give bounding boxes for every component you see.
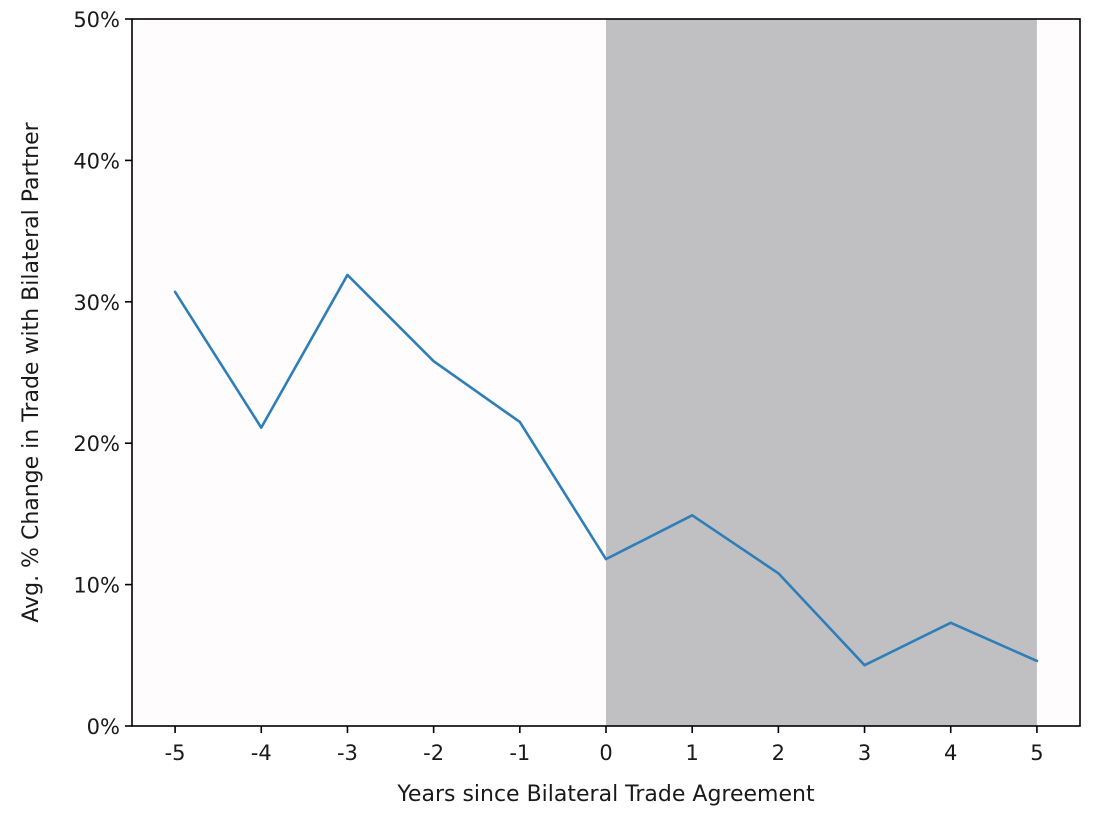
y-tick-label: 20% [73,432,120,456]
x-tick-label: 1 [685,741,698,765]
x-tick-label: 2 [772,741,785,765]
x-tick-label: -4 [251,741,272,765]
x-tick-label: -1 [509,741,530,765]
x-tick-label: 5 [1030,741,1043,765]
x-tick-label: 4 [944,741,957,765]
x-axis: -5 -4 -3 -2 -1 0 1 2 3 4 5 [165,726,1044,765]
y-axis-label: Avg. % Change in Trade with Bilateral Pa… [19,121,44,622]
x-tick-label: -2 [423,741,444,765]
y-tick-label: 0% [87,715,120,739]
y-tick-label: 40% [73,149,120,173]
x-axis-label: Years since Bilateral Trade Agreement [396,782,815,807]
x-tick-label: -3 [337,741,358,765]
series-points [175,274,1037,666]
y-tick-label: 50% [73,8,120,32]
x-tick-label: 3 [858,741,871,765]
x-tick-label: -5 [165,741,186,765]
y-axis: 0% 10% 20% 30% 40% 50% [73,8,132,739]
post-agreement-shaded-region [606,19,1037,726]
y-tick-label: 30% [73,291,120,315]
y-tick-label: 10% [73,574,120,598]
x-tick-label: 0 [599,741,612,765]
